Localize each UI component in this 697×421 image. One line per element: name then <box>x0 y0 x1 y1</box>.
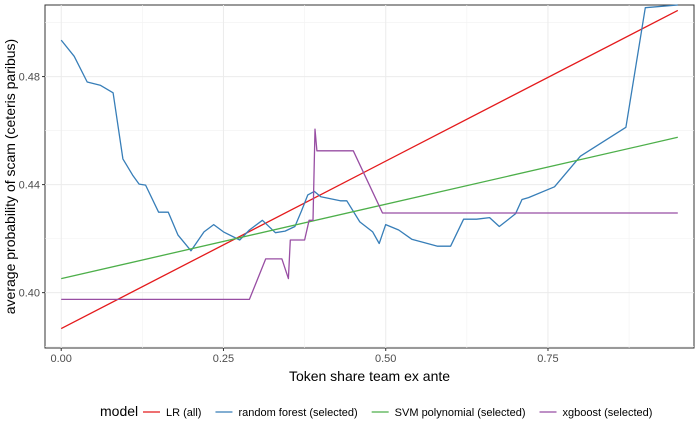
x-axis-title: Token share team ex ante <box>289 368 450 384</box>
x-tick-label: 0.00 <box>51 353 72 365</box>
axes: 0.00 0.25 0.50 0.75 0.40 0.44 0.48 <box>19 72 559 365</box>
legend-label: SVM polynomial (selected) <box>395 407 526 419</box>
legend-title: model <box>100 403 138 419</box>
legend-label: LR (all) <box>166 407 201 419</box>
y-tick-label: 0.48 <box>19 72 40 84</box>
x-tick-label: 0.75 <box>537 353 558 365</box>
plot-panel <box>44 4 695 349</box>
y-axis-title: average probability of scam (ceteris par… <box>2 39 18 314</box>
x-tick-label: 0.50 <box>375 353 396 365</box>
y-tick-label: 0.44 <box>19 180 40 192</box>
legend-label: random forest (selected) <box>238 407 357 419</box>
grid <box>45 5 694 348</box>
y-tick-label: 0.40 <box>19 288 40 300</box>
legend-label: xgboost (selected) <box>563 407 653 419</box>
legend: model LR (all) random forest (selected) SV… <box>100 403 652 419</box>
series-lines <box>60 4 679 330</box>
series-line <box>60 4 678 252</box>
series-line <box>60 9 679 330</box>
series-line <box>61 128 678 301</box>
series-line <box>61 136 678 280</box>
x-tick-label: 0.25 <box>213 353 234 365</box>
